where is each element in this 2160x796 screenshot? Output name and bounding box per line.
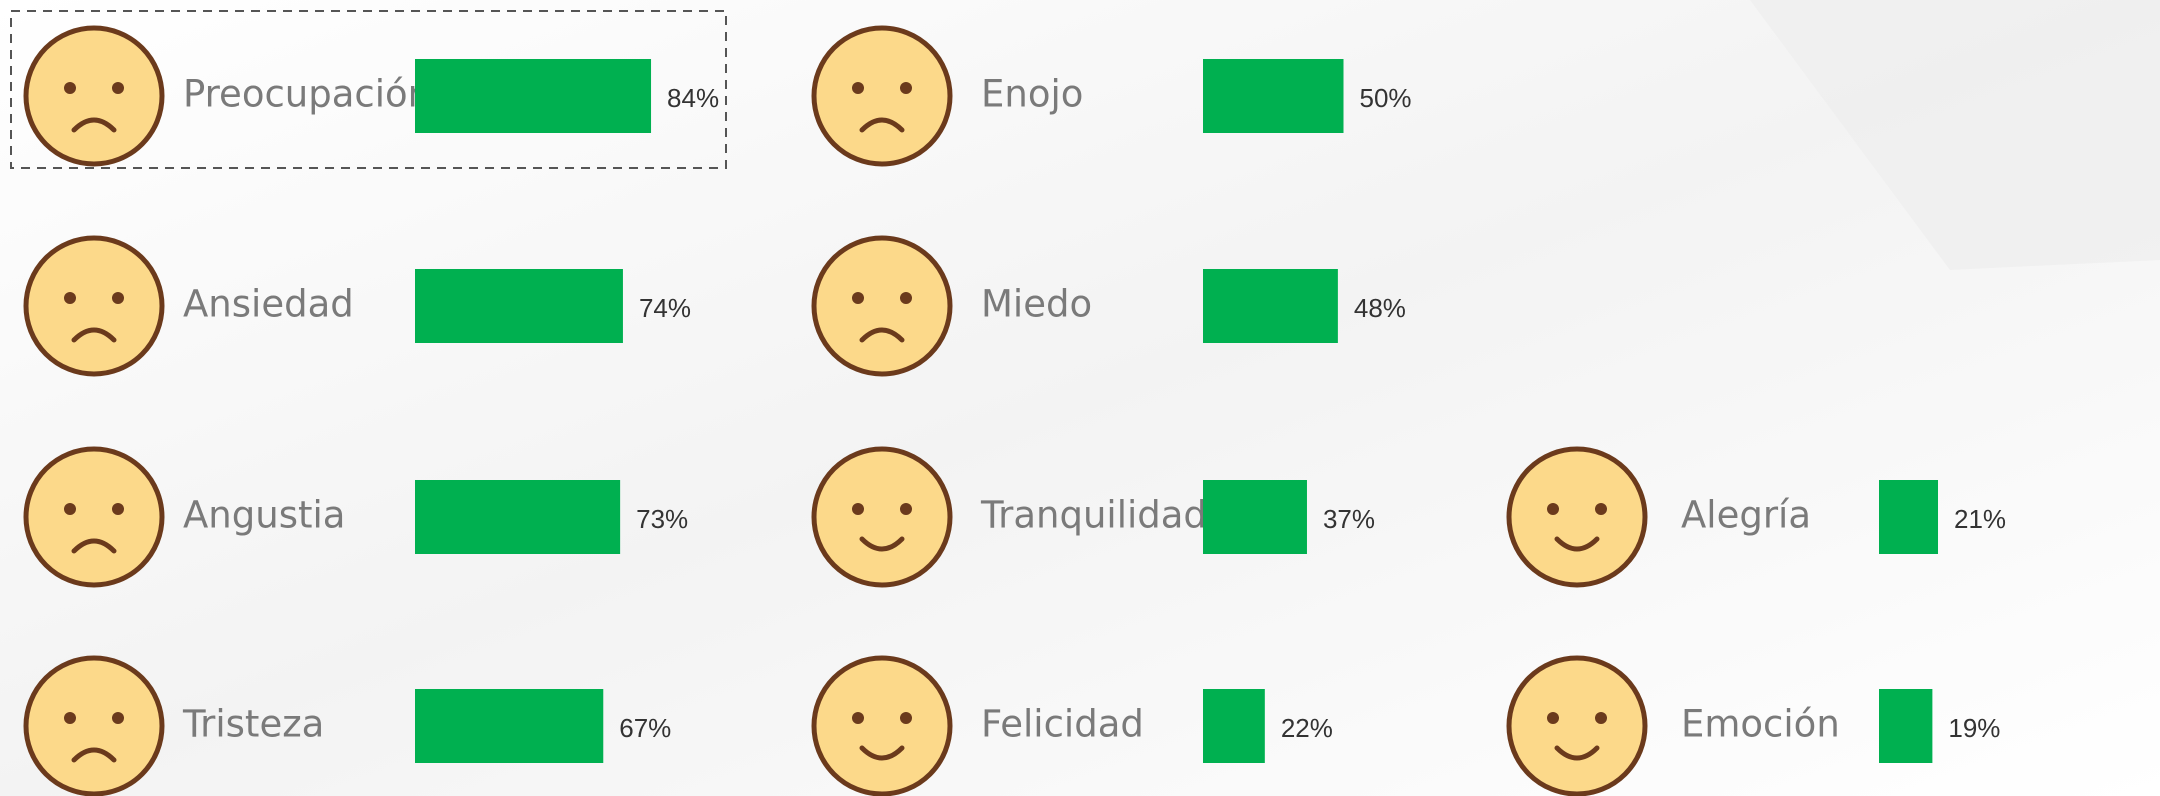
selection-box[interactable]: [10, 10, 727, 169]
value-label: 19%: [1948, 713, 2000, 743]
mouth: [1554, 745, 1600, 761]
category-label: Tranquilidad: [980, 494, 1207, 537]
value-label: 74%: [639, 293, 691, 323]
category-label: Ansiedad: [183, 283, 354, 326]
eye: [900, 82, 912, 94]
bar: [415, 480, 621, 554]
eye: [900, 292, 912, 304]
category-label: Miedo: [981, 283, 1092, 326]
bar: [1879, 480, 1939, 554]
face-icon: [811, 655, 953, 796]
face-icon: [23, 235, 165, 377]
face: [23, 235, 165, 377]
mouth: [71, 117, 117, 133]
face-icon: [1506, 655, 1648, 796]
eye: [112, 712, 124, 724]
bar: [415, 689, 604, 763]
eye: [1547, 503, 1559, 515]
eye: [1547, 712, 1559, 724]
bar: [1203, 689, 1265, 763]
category-label: Alegría: [1681, 494, 1811, 537]
face-icon: [23, 25, 165, 167]
eye: [64, 712, 76, 724]
mouth: [859, 745, 905, 761]
mouth: [71, 327, 117, 343]
category-label: Emoción: [1681, 703, 1840, 746]
eye: [852, 82, 864, 94]
value-label: 73%: [636, 504, 688, 534]
value-label: 21%: [1954, 504, 2006, 534]
bg-shape: [1750, 0, 2160, 270]
eye: [900, 503, 912, 515]
face: [23, 25, 165, 167]
eye: [852, 712, 864, 724]
face-icon: [23, 655, 165, 796]
eye: [852, 503, 864, 515]
value-label: 50%: [1360, 83, 1412, 113]
face: [1506, 655, 1648, 796]
eye: [112, 82, 124, 94]
value-label: 37%: [1323, 504, 1375, 534]
mouth: [859, 536, 905, 552]
face-icon: [23, 446, 165, 588]
face: [811, 446, 953, 588]
bar: [1203, 480, 1307, 554]
bar: [1879, 689, 1933, 763]
face: [23, 655, 165, 796]
mouth: [1554, 536, 1600, 552]
eye: [1595, 712, 1607, 724]
face-icon: [811, 25, 953, 167]
eye: [852, 292, 864, 304]
eye: [64, 292, 76, 304]
mouth: [71, 747, 117, 763]
value-label: 84%: [667, 83, 719, 113]
face: [811, 25, 953, 167]
value-label: 48%: [1354, 293, 1406, 323]
face: [1506, 446, 1648, 588]
face: [23, 446, 165, 588]
value-label: 67%: [619, 713, 671, 743]
category-label: Preocupación: [183, 73, 431, 116]
eye: [112, 503, 124, 515]
bar: [415, 59, 652, 133]
face-icon: [811, 235, 953, 377]
face-icon: [811, 446, 953, 588]
category-label: Felicidad: [981, 703, 1144, 746]
category-label: Angustia: [183, 494, 345, 537]
bar: [1203, 269, 1338, 343]
eye: [64, 82, 76, 94]
bar: [415, 269, 623, 343]
mouth: [71, 538, 117, 554]
face: [811, 235, 953, 377]
value-label: 22%: [1281, 713, 1333, 743]
category-label: Enojo: [981, 73, 1083, 116]
eye: [900, 712, 912, 724]
mouth: [859, 117, 905, 133]
items: Preocupación 84% Ansiedad 74% Angustia 73% Tri…: [23, 25, 2006, 796]
face-icon: [1506, 446, 1648, 588]
category-label: Tristeza: [182, 703, 324, 746]
eye: [112, 292, 124, 304]
eye: [1595, 503, 1607, 515]
bar: [1203, 59, 1344, 133]
mouth: [859, 327, 905, 343]
face: [811, 655, 953, 796]
eye: [64, 503, 76, 515]
